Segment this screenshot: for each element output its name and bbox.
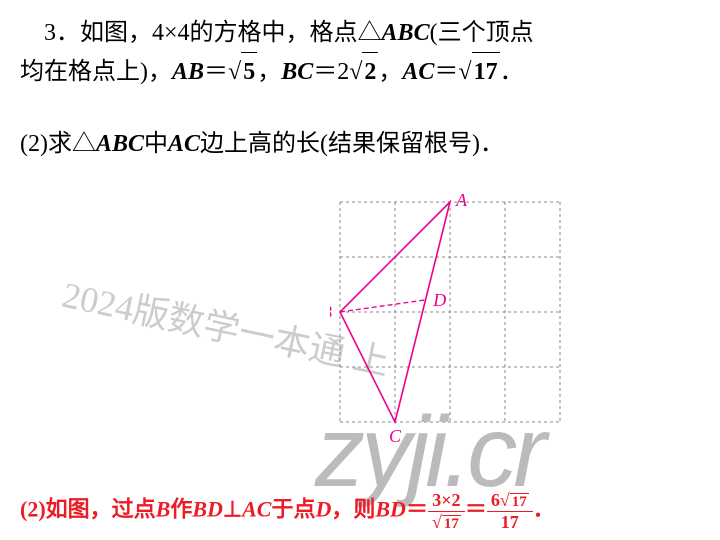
ans-b: B <box>156 497 171 522</box>
comma: ， <box>257 59 281 85</box>
ab-label: AB <box>172 59 204 85</box>
period: ． <box>500 59 524 85</box>
text: 边上高的长(结果保留根号)． <box>200 131 504 157</box>
sqrt2: √2 <box>349 52 378 91</box>
eq: ＝ <box>313 59 337 85</box>
problem-line1: 3．如图，4×4的方格中，格点△ABC(三个顶点 均在格点上)，AB＝√5，BC… <box>20 14 710 92</box>
tri-abc: ABC <box>96 131 144 157</box>
two: 2 <box>337 59 349 85</box>
eq: ＝ <box>406 497 428 522</box>
svg-text:C: C <box>389 426 402 446</box>
sqrt5: √5 <box>228 52 257 91</box>
bc-label: BC <box>281 59 313 85</box>
fraction1: 3×2√17 <box>428 490 465 533</box>
text: 中 <box>144 131 168 157</box>
question-line: (2)求△ABC中AC边上高的长(结果保留根号)． <box>20 125 504 163</box>
text: 3．如图，4×4的方格中，格点△ <box>20 20 382 46</box>
fraction2: 6√1717 <box>487 490 533 533</box>
text: ． <box>533 497 555 522</box>
eq: ＝ <box>434 59 458 85</box>
text: (2)如图，过点 <box>20 497 156 522</box>
text: (三个顶点 <box>430 20 534 46</box>
ac-label: AC <box>402 59 434 85</box>
geometry-figure: A B C D <box>330 192 610 452</box>
text: 均在格点上)， <box>20 59 172 85</box>
ans-ac: AC <box>242 497 271 522</box>
eq: ＝ <box>204 59 228 85</box>
triangle-abc: ABC <box>382 20 430 46</box>
ans-bd: BD <box>192 497 223 522</box>
eq: ＝ <box>465 497 487 522</box>
text: ，则 <box>331 497 375 522</box>
svg-text:B: B <box>330 302 332 322</box>
svg-text:D: D <box>432 290 446 310</box>
answer-line: (2)如图，过点B作BD⊥AC于点D，则BD＝3×2√17＝6√1717． <box>20 490 720 533</box>
text: 于点 <box>271 497 315 522</box>
svg-text:A: A <box>455 192 468 210</box>
ans-bd2: BD <box>375 497 406 522</box>
comma: ， <box>378 59 402 85</box>
perp: ⊥ <box>223 497 242 522</box>
text: 作 <box>170 497 192 522</box>
text: (2)求△ <box>20 131 96 157</box>
ans-d: D <box>315 497 331 522</box>
ac: AC <box>168 131 200 157</box>
sqrt17: √17 <box>458 52 499 91</box>
